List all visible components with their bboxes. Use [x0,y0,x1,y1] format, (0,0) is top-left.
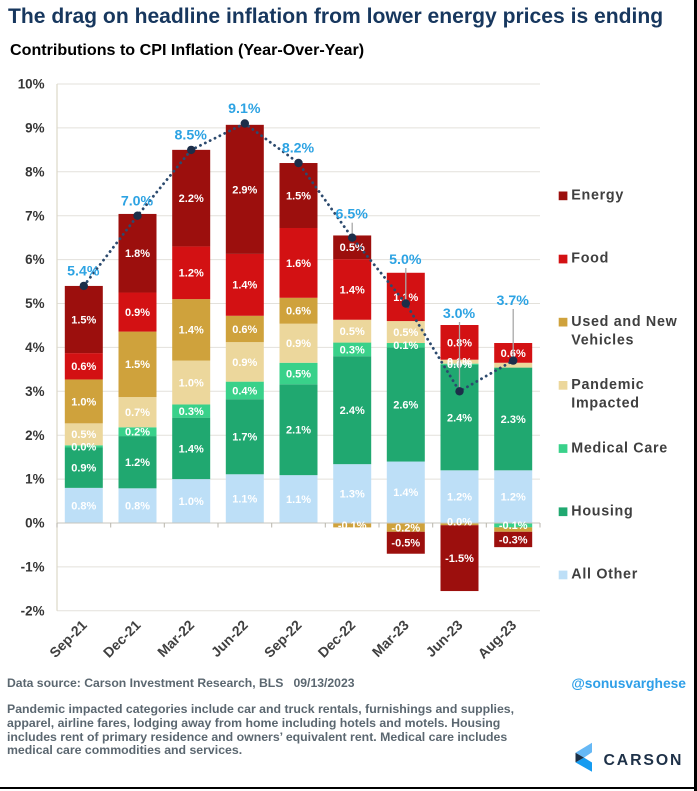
svg-text:-1%: -1% [21,560,45,575]
svg-text:2.4%: 2.4% [447,413,472,425]
svg-text:1.7%: 1.7% [232,432,257,444]
svg-text:9.1%: 9.1% [228,101,261,117]
svg-text:0.9%: 0.9% [232,357,257,369]
svg-text:8.2%: 8.2% [282,141,315,157]
svg-text:1.4%: 1.4% [232,280,257,292]
svg-text:Dec-22: Dec-22 [315,617,359,661]
svg-text:0.8%: 0.8% [71,500,96,512]
svg-text:1.1%: 1.1% [232,494,257,506]
svg-text:-0.1%: -0.1% [338,520,367,532]
svg-text:1.6%: 1.6% [286,258,311,270]
svg-text:1.8%: 1.8% [125,248,150,260]
svg-text:Mar-22: Mar-22 [154,617,197,660]
svg-text:1.2%: 1.2% [179,268,204,280]
svg-text:Vehicles: Vehicles [571,332,634,348]
svg-text:2.1%: 2.1% [286,425,311,437]
svg-text:Jun-23: Jun-23 [422,617,465,660]
svg-text:0.9%: 0.9% [71,463,96,475]
svg-text:0.3%: 0.3% [340,344,365,356]
svg-text:8%: 8% [25,164,44,179]
svg-text:1.2%: 1.2% [125,457,150,469]
svg-text:1%: 1% [25,472,44,487]
svg-text:4%: 4% [25,340,44,355]
svg-text:1.5%: 1.5% [71,314,96,326]
svg-text:6.5%: 6.5% [336,207,369,223]
svg-text:1.4%: 1.4% [179,443,204,455]
svg-text:1.3%: 1.3% [340,489,365,501]
svg-text:2.4%: 2.4% [340,405,365,417]
svg-text:Sep-22: Sep-22 [261,617,305,661]
svg-text:0.5%: 0.5% [340,326,365,338]
svg-text:Pandemic: Pandemic [571,377,644,393]
svg-text:1.5%: 1.5% [286,190,311,202]
svg-text:8.5%: 8.5% [175,127,208,143]
svg-text:1.1%: 1.1% [286,494,311,506]
svg-text:0.9%: 0.9% [286,338,311,350]
svg-text:Aug-23: Aug-23 [474,617,519,662]
svg-text:Sep-21: Sep-21 [46,617,90,661]
svg-text:1.4%: 1.4% [179,325,204,337]
svg-text:5.0%: 5.0% [389,252,422,268]
svg-text:Dec-21: Dec-21 [100,617,144,661]
svg-text:0.8%: 0.8% [125,501,150,513]
svg-text:-1.5%: -1.5% [445,553,474,565]
svg-text:0.2%: 0.2% [125,427,150,439]
svg-text:Energy: Energy [571,188,624,204]
svg-text:0.6%: 0.6% [232,324,257,336]
svg-text:Used and New: Used and New [571,314,677,330]
svg-text:Jun-22: Jun-22 [208,617,251,660]
svg-text:Medical Care: Medical Care [571,440,668,456]
svg-text:7%: 7% [25,208,44,223]
svg-text:3%: 3% [25,384,44,399]
svg-text:0.9%: 0.9% [125,307,150,319]
svg-text:2%: 2% [25,428,44,443]
svg-text:0.5%: 0.5% [393,327,418,339]
svg-text:0.0%: 0.0% [447,516,472,528]
svg-text:-0.5%: -0.5% [391,538,420,550]
svg-text:2.9%: 2.9% [232,184,257,196]
svg-text:1.4%: 1.4% [340,284,365,296]
svg-text:0.6%: 0.6% [286,306,311,318]
svg-text:Food: Food [571,251,609,267]
svg-text:2.2%: 2.2% [179,193,204,205]
svg-text:0.7%: 0.7% [125,407,150,419]
svg-text:5.4%: 5.4% [67,264,100,280]
svg-text:All Other: All Other [571,567,638,583]
svg-text:5%: 5% [25,296,44,311]
svg-text:1.5%: 1.5% [125,359,150,371]
svg-text:2.3%: 2.3% [501,414,526,426]
svg-text:10%: 10% [18,77,45,92]
svg-text:CARSON: CARSON [604,752,684,769]
svg-text:0.5%: 0.5% [71,429,96,441]
svg-text:3.0%: 3.0% [443,306,476,322]
svg-text:1.0%: 1.0% [179,496,204,508]
svg-text:-2%: -2% [21,603,45,618]
svg-text:0.5%: 0.5% [340,242,365,254]
svg-text:Housing: Housing [571,504,633,520]
svg-text:1.2%: 1.2% [501,492,526,504]
svg-text:-0.1%: -0.1% [499,520,528,532]
svg-text:2.6%: 2.6% [393,399,418,411]
svg-text:9%: 9% [25,121,44,136]
svg-text:Impacted: Impacted [571,396,639,412]
svg-text:3.7%: 3.7% [497,293,530,309]
svg-text:-0.2%: -0.2% [391,522,420,534]
svg-text:-0.3%: -0.3% [499,534,528,546]
svg-text:7.0%: 7.0% [121,194,154,210]
svg-text:0.3%: 0.3% [179,406,204,418]
svg-text:0.4%: 0.4% [232,385,257,397]
svg-text:0.1%: 0.1% [393,340,418,352]
svg-text:0%: 0% [25,516,44,531]
svg-text:1.2%: 1.2% [447,492,472,504]
svg-text:1.4%: 1.4% [393,487,418,499]
svg-text:0.5%: 0.5% [286,368,311,380]
svg-text:0.0%: 0.0% [71,441,96,453]
svg-text:6%: 6% [25,252,44,267]
svg-text:1.0%: 1.0% [179,377,204,389]
svg-text:0.6%: 0.6% [71,361,96,373]
svg-text:Mar-23: Mar-23 [369,617,412,660]
svg-text:1.0%: 1.0% [71,396,96,408]
